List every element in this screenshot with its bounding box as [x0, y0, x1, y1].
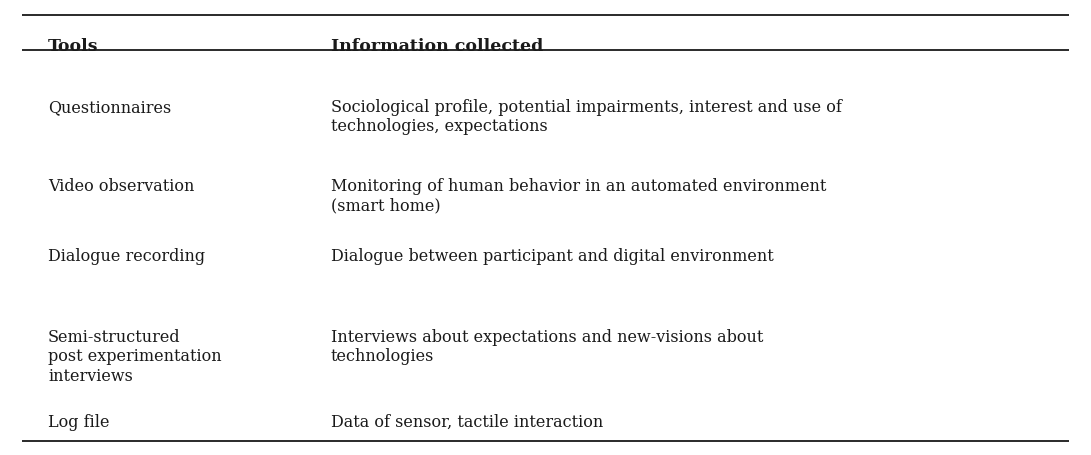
Text: Log file: Log file	[48, 413, 109, 430]
Text: Dialogue between participant and digital environment: Dialogue between participant and digital…	[331, 247, 774, 264]
Text: Monitoring of human behavior in an automated environment
(smart home): Monitoring of human behavior in an autom…	[331, 177, 826, 214]
Text: Video observation: Video observation	[48, 177, 194, 194]
Text: Dialogue recording: Dialogue recording	[48, 247, 205, 264]
Text: Sociological profile, potential impairments, interest and use of
technologies, e: Sociological profile, potential impairme…	[331, 99, 841, 135]
Text: Data of sensor, tactile interaction: Data of sensor, tactile interaction	[331, 413, 603, 430]
Text: Information collected: Information collected	[331, 37, 543, 55]
Text: Interviews about expectations and new-visions about
technologies: Interviews about expectations and new-vi…	[331, 328, 764, 364]
Text: Tools: Tools	[48, 37, 98, 55]
Text: Questionnaires: Questionnaires	[48, 99, 171, 116]
Text: Semi-structured
post experimentation
interviews: Semi-structured post experimentation int…	[48, 328, 221, 384]
